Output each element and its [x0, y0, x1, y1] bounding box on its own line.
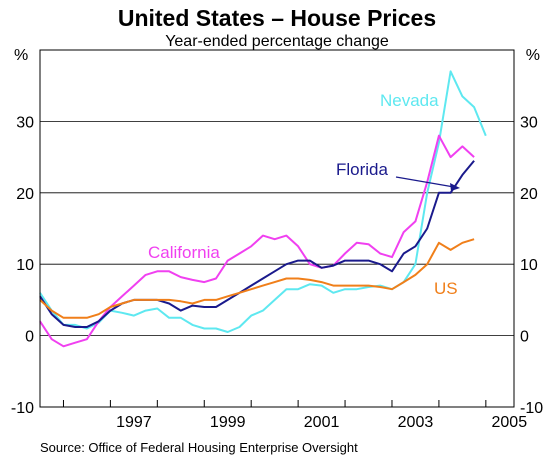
x-tick-label: 2005	[492, 414, 528, 431]
x-tick-label: 2003	[398, 414, 434, 431]
series-label-nevada: Nevada	[380, 91, 439, 110]
florida-arrow-shaft	[395, 176, 455, 188]
florida-arrow-head	[450, 183, 460, 191]
y-tick-label-right: 0	[520, 329, 529, 346]
series-label-florida: Florida	[336, 160, 389, 179]
plot-frame	[39, 49, 515, 408]
chart-subtitle: Year-ended percentage change	[165, 33, 389, 50]
x-tick-label: 2001	[304, 414, 340, 431]
series-label-california: California	[148, 243, 220, 262]
y-tick-label-left: 30	[16, 114, 34, 131]
series-line-florida	[39, 160, 475, 328]
series-line-california	[39, 134, 475, 348]
series-labels: Nevada California Florida US	[148, 91, 460, 298]
chart-title: United States – House Prices	[118, 5, 436, 31]
y-unit-left: %	[14, 47, 28, 64]
gridlines	[40, 121, 514, 408]
x-tick-label: 1999	[210, 414, 246, 431]
x-tick-labels: 1997 1999 2001 2003 2005	[116, 414, 527, 431]
source-note: Source: Office of Federal Housing Enterp…	[40, 440, 358, 455]
series-label-us: US	[434, 279, 458, 298]
y-tick-label-right: 10	[520, 257, 538, 274]
x-tick-marks	[62, 400, 487, 407]
y-tick-labels: -10 -10 0 0 10 10 20 20 30 30	[11, 114, 543, 417]
series-lines	[39, 70, 487, 348]
y-tick-label-left: -10	[11, 400, 34, 417]
y-tick-label-left: 0	[25, 329, 34, 346]
y-tick-label-right: 30	[520, 114, 538, 131]
series-line-nevada	[39, 70, 487, 333]
y-tick-label-left: 10	[16, 257, 34, 274]
y-tick-label-left: 20	[16, 186, 34, 203]
x-tick-label: 1997	[116, 414, 152, 431]
y-tick-label-right: -10	[520, 400, 543, 417]
y-tick-label-right: 20	[520, 186, 538, 203]
y-unit-right: %	[526, 47, 540, 64]
series-line-us	[39, 238, 475, 319]
